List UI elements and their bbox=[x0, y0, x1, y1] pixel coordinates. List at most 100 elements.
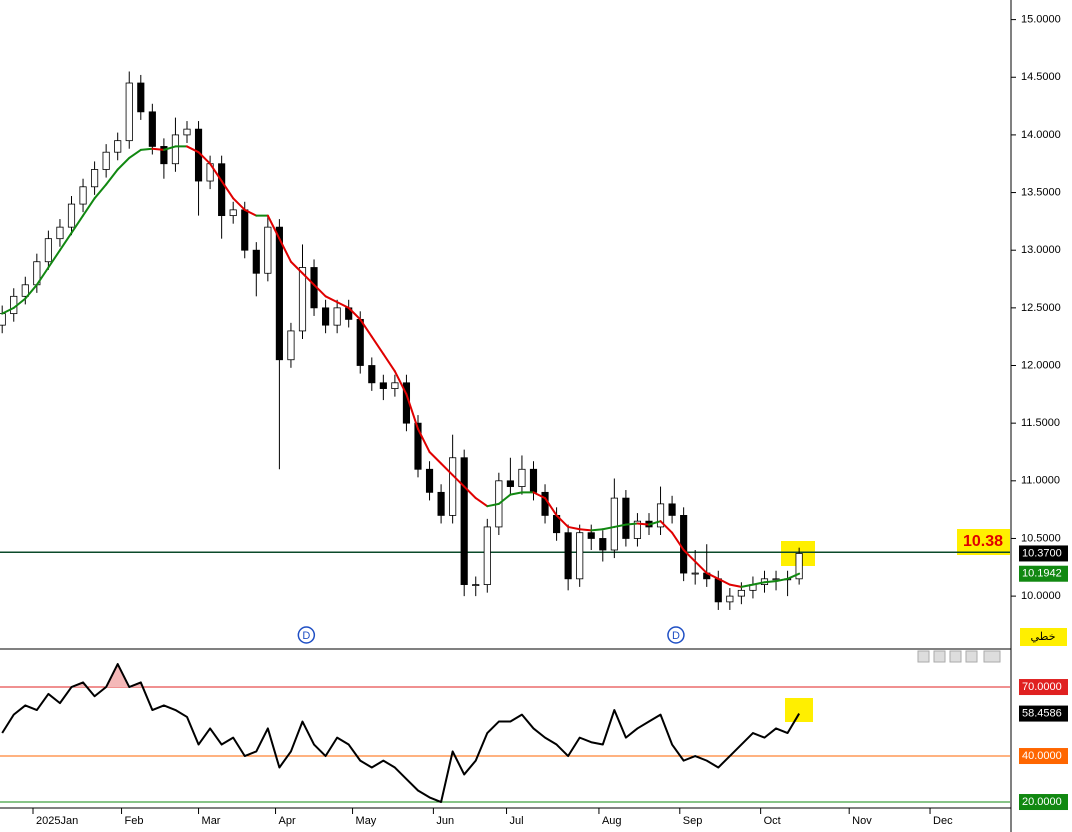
moving-average bbox=[162, 145, 177, 151]
moving-average bbox=[451, 474, 466, 488]
candle-body bbox=[160, 146, 168, 165]
candle-body bbox=[171, 134, 180, 165]
moving-average bbox=[278, 237, 292, 263]
moving-average bbox=[440, 462, 454, 477]
value-badge-label: 10.1942 bbox=[1022, 568, 1062, 580]
candle-body bbox=[44, 238, 52, 263]
moving-average bbox=[486, 502, 500, 508]
mode-box[interactable] bbox=[1020, 628, 1067, 646]
value-badge-label: 20.0000 bbox=[1022, 796, 1062, 808]
highlight bbox=[785, 698, 813, 722]
candle-body bbox=[91, 169, 99, 188]
moving-average bbox=[324, 295, 339, 304]
moving-average bbox=[313, 283, 327, 298]
tool-icon[interactable] bbox=[949, 650, 962, 663]
moving-average bbox=[751, 581, 766, 586]
moving-average bbox=[232, 197, 246, 211]
moving-average bbox=[289, 260, 304, 275]
candle-body bbox=[218, 163, 226, 217]
moving-average bbox=[185, 145, 200, 154]
candle-body bbox=[483, 526, 491, 585]
moving-average bbox=[93, 183, 108, 200]
candle-body bbox=[680, 515, 688, 574]
tool-icon[interactable] bbox=[933, 650, 946, 663]
candle-body bbox=[633, 520, 642, 539]
level-label-box bbox=[957, 529, 1010, 555]
candle-body bbox=[183, 128, 191, 136]
moving-average bbox=[1, 306, 15, 315]
candle-body bbox=[425, 468, 434, 493]
x-tick-label: 2025Jan bbox=[36, 815, 78, 827]
tool-icon[interactable] bbox=[983, 650, 1001, 663]
y-tick-label: 12.0000 bbox=[1021, 359, 1061, 371]
moving-average bbox=[763, 580, 778, 584]
moving-average bbox=[24, 283, 38, 300]
candle-body bbox=[79, 186, 87, 205]
value-badge bbox=[1019, 545, 1068, 562]
tool-icon[interactable] bbox=[917, 650, 930, 663]
moving-average bbox=[636, 522, 650, 526]
candle-body bbox=[287, 330, 295, 361]
x-tick-label: Sep bbox=[683, 815, 703, 827]
candle-body bbox=[668, 503, 676, 516]
moving-average bbox=[601, 525, 616, 531]
value-badge-label: 58.4586 bbox=[1022, 707, 1062, 719]
y-tick-label: 15.0000 bbox=[1021, 14, 1061, 26]
moving-average bbox=[590, 528, 604, 532]
candle-body bbox=[148, 111, 156, 147]
candle-body bbox=[414, 422, 422, 470]
candle-body bbox=[576, 532, 584, 580]
moving-average bbox=[717, 577, 731, 586]
moving-average bbox=[47, 249, 61, 269]
candle-body bbox=[67, 203, 76, 228]
moving-average bbox=[58, 231, 73, 252]
candle-body bbox=[587, 532, 595, 539]
candle-body bbox=[737, 589, 745, 597]
value-badge bbox=[1019, 705, 1068, 722]
candle-body bbox=[21, 284, 29, 297]
moving-average bbox=[544, 497, 558, 517]
moving-average bbox=[139, 147, 154, 151]
tool-icon[interactable] bbox=[965, 650, 978, 663]
moving-average bbox=[775, 577, 789, 583]
candle-body bbox=[391, 382, 399, 389]
moving-average bbox=[35, 266, 50, 286]
x-tick-label: Aug bbox=[602, 815, 622, 827]
x-tick-label: Dec bbox=[933, 815, 953, 827]
candle-body bbox=[460, 457, 468, 585]
moving-average bbox=[613, 523, 627, 528]
value-badge-label: 10.3700 bbox=[1022, 547, 1062, 559]
moving-average bbox=[555, 514, 570, 528]
candle-body bbox=[529, 468, 538, 493]
moving-average bbox=[82, 197, 96, 217]
moving-average bbox=[567, 525, 581, 531]
moving-average bbox=[694, 560, 708, 575]
moving-average bbox=[578, 528, 593, 532]
moving-average bbox=[336, 301, 350, 309]
overbought-fill bbox=[2, 664, 800, 688]
value-badge-label: 40.0000 bbox=[1022, 750, 1062, 762]
candle-body bbox=[518, 468, 526, 487]
rsi-line bbox=[1, 663, 800, 804]
candle-body bbox=[229, 209, 237, 217]
panel-tools bbox=[917, 650, 1001, 663]
candle-body bbox=[114, 140, 122, 153]
moving-average bbox=[705, 572, 720, 580]
moving-average bbox=[659, 520, 674, 534]
y-tick-label: 13.0000 bbox=[1021, 244, 1061, 256]
candle-body bbox=[714, 578, 722, 603]
candle-body bbox=[368, 365, 376, 384]
moving-average bbox=[197, 151, 212, 165]
candle-body bbox=[102, 151, 110, 170]
moving-average bbox=[12, 297, 27, 309]
value-badge bbox=[1019, 748, 1068, 765]
mode-label[interactable]: خطي bbox=[1031, 631, 1056, 643]
candle-body bbox=[772, 578, 780, 581]
value-badge bbox=[1019, 794, 1068, 811]
moving-average bbox=[209, 162, 223, 183]
moving-average bbox=[532, 491, 547, 500]
moving-average bbox=[128, 148, 142, 159]
x-tick-label: Nov bbox=[852, 815, 872, 827]
candle-body bbox=[449, 457, 457, 516]
candle-body bbox=[506, 480, 514, 487]
